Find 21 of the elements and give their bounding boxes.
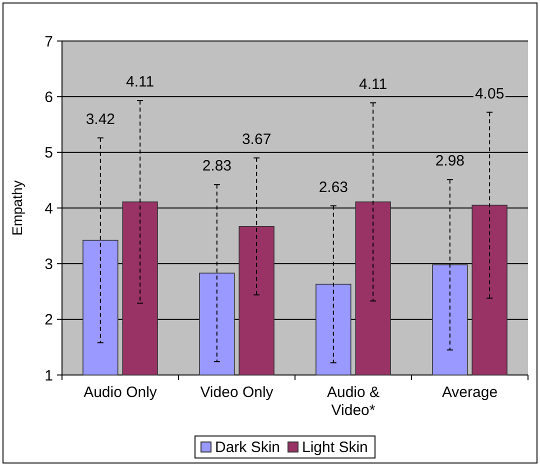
- annotation: 2.63: [318, 178, 348, 196]
- x-tick-label: Audio & Video*: [326, 384, 380, 419]
- y-tick-label: 3: [44, 256, 53, 273]
- legend-label: Light Skin: [302, 439, 368, 456]
- y-tick-label: 4: [44, 200, 53, 218]
- legend-label: Dark Skin: [215, 439, 280, 456]
- annotation: 3.67: [242, 130, 272, 148]
- y-tick-label: 1: [44, 367, 53, 384]
- y-tick-label: 2: [44, 312, 53, 329]
- annotation: 4.11: [359, 76, 388, 93]
- y-tick-label: 7: [44, 33, 53, 50]
- annotation: 4.11: [126, 74, 154, 91]
- y-tick-label: 6: [44, 88, 53, 106]
- y-tick-label: 5: [44, 144, 53, 162]
- annotation: 2.83: [202, 158, 232, 175]
- x-tick-label: Average: [442, 384, 498, 401]
- x-tick-label: Video Only: [200, 384, 274, 401]
- y-axis-title: Empathy: [9, 180, 25, 236]
- annotation: 3.42: [86, 110, 116, 128]
- annotation: 2.98: [435, 152, 465, 170]
- x-tick-label: Audio Only: [84, 384, 158, 401]
